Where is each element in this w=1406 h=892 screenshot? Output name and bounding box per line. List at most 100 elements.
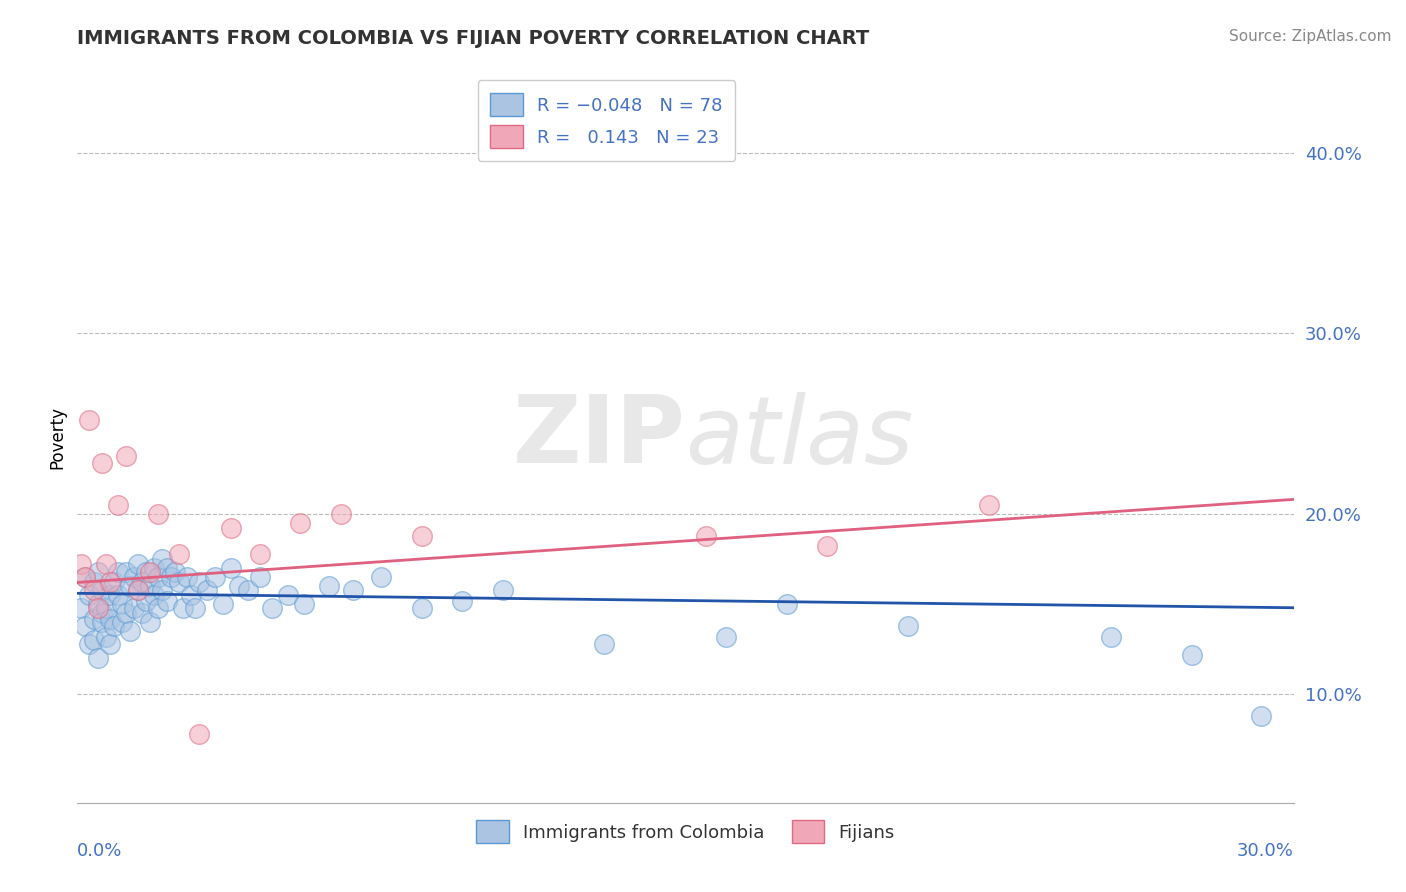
Point <box>172 600 194 615</box>
Point <box>221 521 243 535</box>
Point <box>86 565 108 579</box>
Point <box>111 597 134 611</box>
Point <box>188 575 211 590</box>
Point <box>979 498 1001 512</box>
Point <box>103 575 125 590</box>
Point <box>714 630 737 644</box>
Point <box>167 547 190 561</box>
Point <box>152 552 174 566</box>
Point <box>292 597 315 611</box>
Point <box>184 600 207 615</box>
Point <box>155 561 177 575</box>
Point <box>180 588 202 602</box>
Point <box>148 507 170 521</box>
Point <box>593 637 616 651</box>
Point <box>86 651 108 665</box>
Point <box>90 582 112 597</box>
Point <box>131 606 153 620</box>
Point <box>318 579 340 593</box>
Point <box>411 600 433 615</box>
Point <box>1099 630 1122 644</box>
Point <box>897 619 920 633</box>
Point <box>122 600 145 615</box>
Point <box>176 570 198 584</box>
Point <box>815 539 838 553</box>
Point <box>163 565 186 579</box>
Point <box>70 600 93 615</box>
Point <box>90 615 112 630</box>
Point <box>228 579 250 593</box>
Text: 30.0%: 30.0% <box>1237 842 1294 860</box>
Point <box>90 606 112 620</box>
Point <box>277 588 299 602</box>
Point <box>139 565 162 579</box>
Point <box>139 579 162 593</box>
Point <box>1250 709 1272 723</box>
Point <box>79 588 101 602</box>
Point <box>131 575 153 590</box>
Point <box>290 516 312 530</box>
Point <box>249 547 271 561</box>
Point <box>127 582 149 597</box>
Point <box>135 565 157 579</box>
Point <box>148 600 170 615</box>
Point <box>94 600 117 615</box>
Text: atlas: atlas <box>686 392 914 483</box>
Point <box>83 611 105 625</box>
Y-axis label: Poverty: Poverty <box>48 406 66 468</box>
Point <box>155 593 177 607</box>
Point <box>86 597 108 611</box>
Point <box>90 456 112 470</box>
Point <box>695 528 717 542</box>
Text: Source: ZipAtlas.com: Source: ZipAtlas.com <box>1229 29 1392 44</box>
Point <box>79 413 101 427</box>
Point <box>83 575 105 590</box>
Text: IMMIGRANTS FROM COLOMBIA VS FIJIAN POVERTY CORRELATION CHART: IMMIGRANTS FROM COLOMBIA VS FIJIAN POVER… <box>77 29 869 47</box>
Point <box>260 600 283 615</box>
Text: ZIP: ZIP <box>513 391 686 483</box>
Point <box>1181 648 1204 662</box>
Point <box>411 528 433 542</box>
Point <box>212 597 235 611</box>
Point <box>70 558 93 572</box>
Point <box>115 449 138 463</box>
Point <box>135 593 157 607</box>
Point <box>79 637 101 651</box>
Point <box>107 498 129 512</box>
Point <box>451 593 474 607</box>
Point <box>127 582 149 597</box>
Legend: Immigrants from Colombia, Fijians: Immigrants from Colombia, Fijians <box>464 807 907 856</box>
Point <box>107 588 129 602</box>
Point <box>776 597 799 611</box>
Point <box>98 637 121 651</box>
Point <box>94 558 117 572</box>
Point <box>492 582 515 597</box>
Point <box>118 579 141 593</box>
Point <box>83 582 105 597</box>
Point <box>107 565 129 579</box>
Point <box>118 624 141 639</box>
Point <box>195 582 218 597</box>
Point <box>143 561 166 575</box>
Point <box>98 575 121 590</box>
Point <box>98 588 121 602</box>
Point <box>139 615 162 630</box>
Point <box>159 570 181 584</box>
Point <box>188 727 211 741</box>
Point <box>98 611 121 625</box>
Point <box>167 575 190 590</box>
Point <box>221 561 243 575</box>
Point <box>115 606 138 620</box>
Point <box>329 507 352 521</box>
Point <box>75 570 97 584</box>
Point <box>94 630 117 644</box>
Text: 0.0%: 0.0% <box>77 842 122 860</box>
Point <box>127 558 149 572</box>
Point <box>148 570 170 584</box>
Point <box>236 582 259 597</box>
Point <box>204 570 226 584</box>
Point <box>111 615 134 630</box>
Point <box>103 619 125 633</box>
Point <box>342 582 364 597</box>
Point <box>83 633 105 648</box>
